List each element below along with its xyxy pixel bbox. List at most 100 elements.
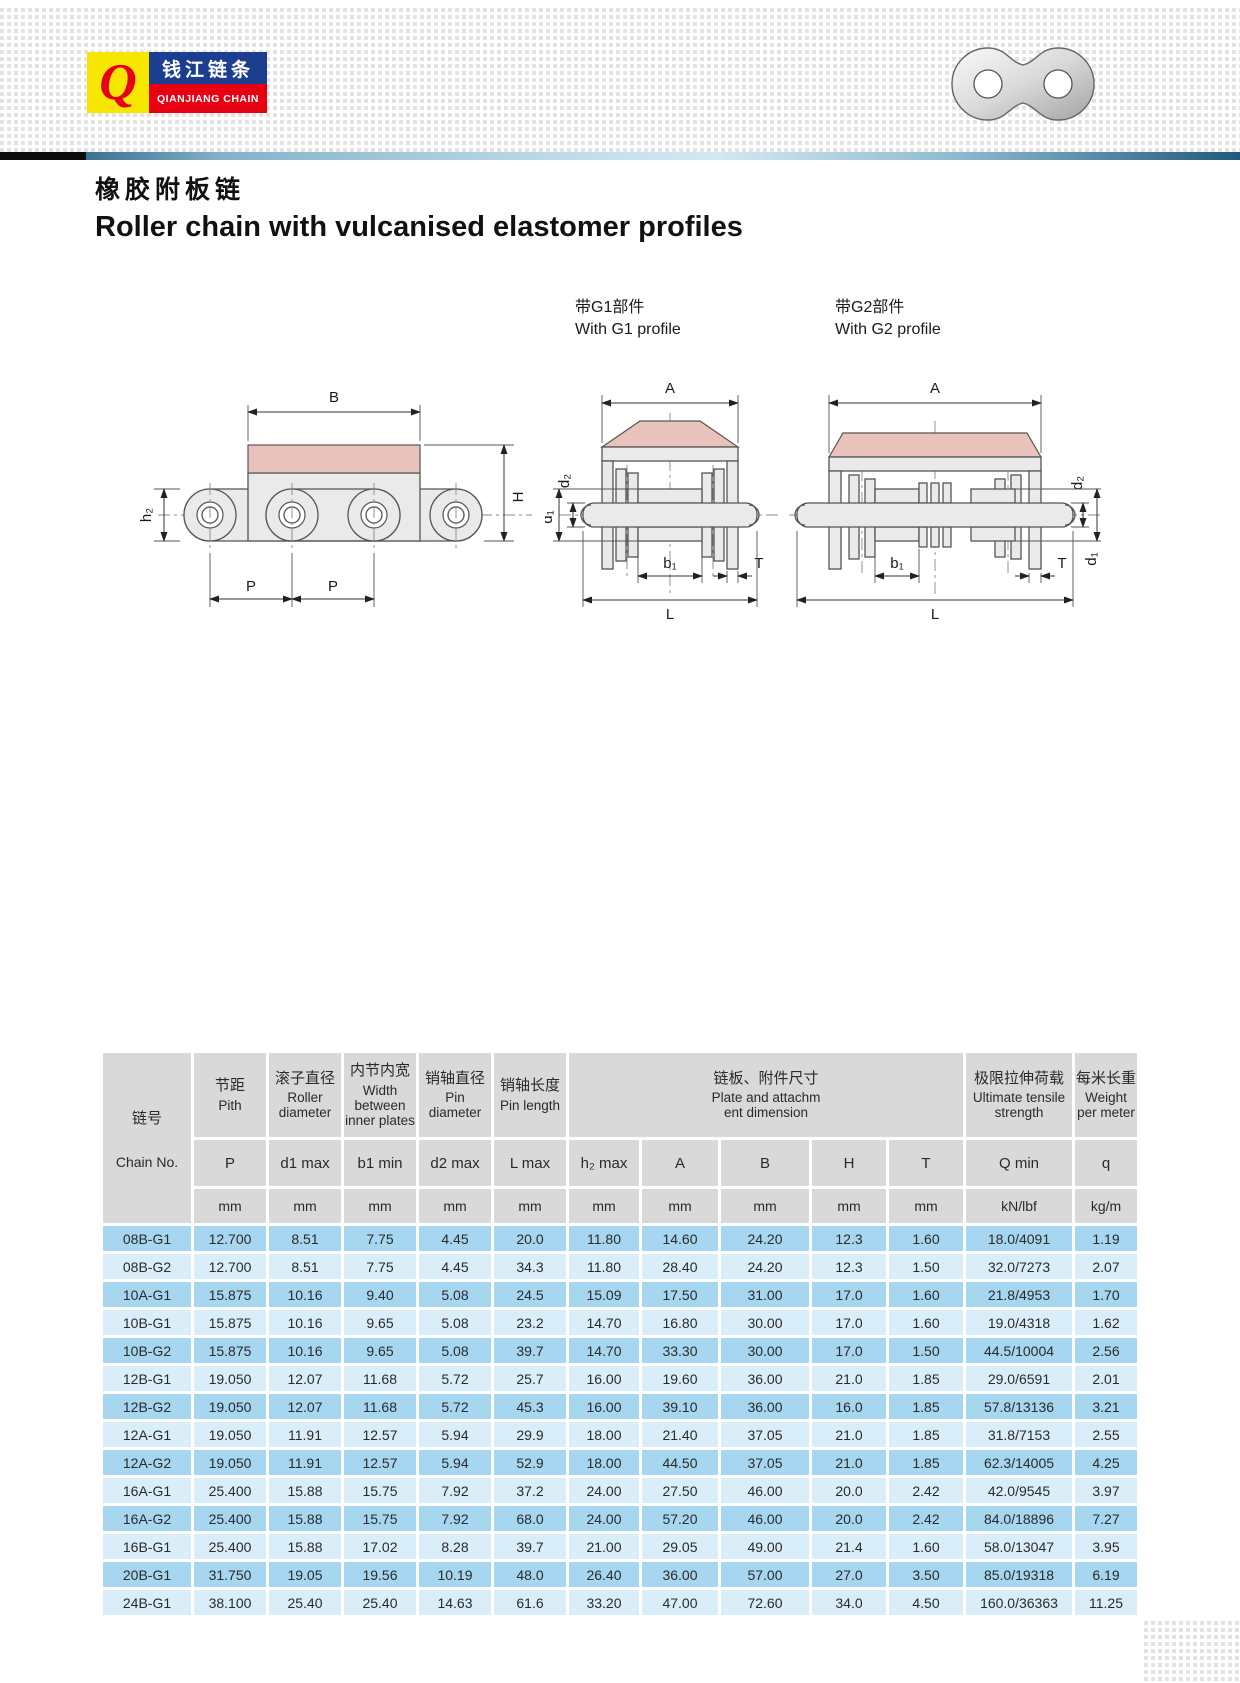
value-cell: 11.68 <box>344 1394 416 1419</box>
value-cell: 5.72 <box>419 1394 491 1419</box>
column-unit: kN/lbf <box>966 1189 1072 1223</box>
value-cell: 48.0 <box>494 1562 566 1587</box>
chain-no-cell: 08B-G2 <box>103 1254 191 1279</box>
value-cell: 62.3/14005 <box>966 1450 1072 1475</box>
value-cell: 25.400 <box>194 1506 266 1531</box>
value-cell: 25.40 <box>344 1590 416 1615</box>
value-cell: 11.91 <box>269 1422 341 1447</box>
column-unit: mm <box>812 1189 886 1223</box>
dim-label-b1: b₁ <box>890 555 903 572</box>
dim-label-T: T <box>754 555 763 572</box>
value-cell: 20.0 <box>494 1226 566 1251</box>
value-cell: 12.57 <box>344 1450 416 1475</box>
value-cell: 14.63 <box>419 1590 491 1615</box>
value-cell: 19.56 <box>344 1562 416 1587</box>
spec-table: 链号 Chain No. 节距 Pith 滚子直径 Roller diamete… <box>100 1050 1140 1618</box>
value-cell: 6.19 <box>1075 1562 1137 1587</box>
value-cell: 15.75 <box>344 1506 416 1531</box>
roller-left-bottom <box>874 526 920 542</box>
g2-profile-diagram: A d₂ d₁ b₁ T L <box>789 380 1101 623</box>
g1-profile-diagram: A d₂ d₁ b₁ T L <box>545 380 781 623</box>
value-cell: 29.0/6591 <box>966 1366 1072 1391</box>
value-cell: 45.3 <box>494 1394 566 1419</box>
value-cell: 36.00 <box>721 1366 809 1391</box>
value-cell: 8.28 <box>419 1534 491 1559</box>
column-unit: mm <box>494 1189 566 1223</box>
value-cell: 19.0/4318 <box>966 1310 1072 1335</box>
value-cell: 1.70 <box>1075 1282 1137 1307</box>
value-cell: 11.80 <box>569 1226 639 1251</box>
value-cell: 1.85 <box>889 1450 963 1475</box>
g1-caption-en: With G1 profile <box>575 320 681 338</box>
table-row: 08B-G1 12.700 8.51 7.75 4.45 20.0 11.80 14.60 24… <box>103 1226 1137 1251</box>
value-cell: 21.00 <box>569 1534 639 1559</box>
value-cell: 1.60 <box>889 1282 963 1307</box>
plate-body <box>951 47 1095 121</box>
table-row: 16A-G2 25.400 15.88 15.75 7.92 68.0 24.00 57.20… <box>103 1506 1137 1531</box>
chain-no-cell: 08B-G1 <box>103 1226 191 1251</box>
table-row: 12B-G1 19.050 12.07 11.68 5.72 25.7 16.00 19.60… <box>103 1366 1137 1391</box>
logo-monogram-box: Q <box>87 52 149 113</box>
elastomer-strip <box>247 444 421 474</box>
value-cell: 37.05 <box>721 1450 809 1475</box>
value-cell: 11.91 <box>269 1450 341 1475</box>
value-cell: 3.50 <box>889 1562 963 1587</box>
value-cell: 38.100 <box>194 1590 266 1615</box>
value-cell: 9.65 <box>344 1338 416 1363</box>
table-row: 12A-G2 19.050 11.91 12.57 5.94 52.9 18.00 44.50… <box>103 1450 1137 1475</box>
column-header-pitch: 节距 Pith <box>194 1053 266 1137</box>
value-cell: 12.700 <box>194 1254 266 1279</box>
value-cell: 33.30 <box>642 1338 718 1363</box>
column-subheader: h₂ max <box>569 1140 639 1186</box>
value-cell: 12.07 <box>269 1394 341 1419</box>
page-title-cn: 橡胶附板链 <box>95 176 246 204</box>
value-cell: 25.400 <box>194 1534 266 1559</box>
value-cell: 24.00 <box>569 1506 639 1531</box>
value-cell: 58.0/13047 <box>966 1534 1072 1559</box>
value-cell: 7.92 <box>419 1506 491 1531</box>
column-header-pin-diameter: 销轴直径 Pin diameter <box>419 1053 491 1137</box>
value-cell: 1.85 <box>889 1394 963 1419</box>
value-cell: 23.2 <box>494 1310 566 1335</box>
chain-no-cell: 12A-G2 <box>103 1450 191 1475</box>
value-cell: 4.50 <box>889 1590 963 1615</box>
value-cell: 32.0/7273 <box>966 1254 1072 1279</box>
value-cell: 25.400 <box>194 1478 266 1503</box>
value-cell: 19.050 <box>194 1394 266 1419</box>
brand-logo: Q 钱江链条 QIANJIANG CHAIN <box>87 52 267 113</box>
value-cell: 57.8/13136 <box>966 1394 1072 1419</box>
page-title: 橡胶附板链 Roller chain with vulcanised elast… <box>95 170 743 244</box>
value-cell: 17.0 <box>812 1310 886 1335</box>
dim-label-P1: P <box>246 578 256 595</box>
dim-label-P2: P <box>328 578 338 595</box>
value-cell: 19.050 <box>194 1422 266 1447</box>
column-unit: mm <box>642 1189 718 1223</box>
value-cell: 17.0 <box>812 1282 886 1307</box>
spec-table-container: 链号 Chain No. 节距 Pith 滚子直径 Roller diamete… <box>100 1050 1140 1618</box>
value-cell: 33.20 <box>569 1590 639 1615</box>
monogram-letter: Q <box>99 54 137 111</box>
value-cell: 10.19 <box>419 1562 491 1587</box>
value-cell: 5.94 <box>419 1422 491 1447</box>
value-cell: 68.0 <box>494 1506 566 1531</box>
value-cell: 85.0/19318 <box>966 1562 1072 1587</box>
dim-label-L: L <box>666 606 674 623</box>
value-cell: 16.00 <box>569 1366 639 1391</box>
value-cell: 9.40 <box>344 1282 416 1307</box>
value-cell: 24.20 <box>721 1226 809 1251</box>
table-row: 10B-G2 15.875 10.16 9.65 5.08 39.7 14.70 33.30 3… <box>103 1338 1137 1363</box>
table-row: 16B-G1 25.400 15.88 17.02 8.28 39.7 21.00 29.05… <box>103 1534 1137 1559</box>
column-subheader: A <box>642 1140 718 1186</box>
value-cell: 10.16 <box>269 1338 341 1363</box>
table-row: 20B-G1 31.750 19.05 19.56 10.19 48.0 26.40 36.0… <box>103 1562 1137 1587</box>
column-unit: mm <box>721 1189 809 1223</box>
value-cell: 34.3 <box>494 1254 566 1279</box>
table-group-header-row: 链号 Chain No. 节距 Pith 滚子直径 Roller diamete… <box>103 1053 1137 1223</box>
column-unit: mm <box>194 1189 266 1223</box>
dim-label-A: A <box>665 380 675 397</box>
plate-hole-right <box>1043 69 1073 99</box>
value-cell: 46.00 <box>721 1478 809 1503</box>
value-cell: 8.51 <box>269 1226 341 1251</box>
value-cell: 37.2 <box>494 1478 566 1503</box>
